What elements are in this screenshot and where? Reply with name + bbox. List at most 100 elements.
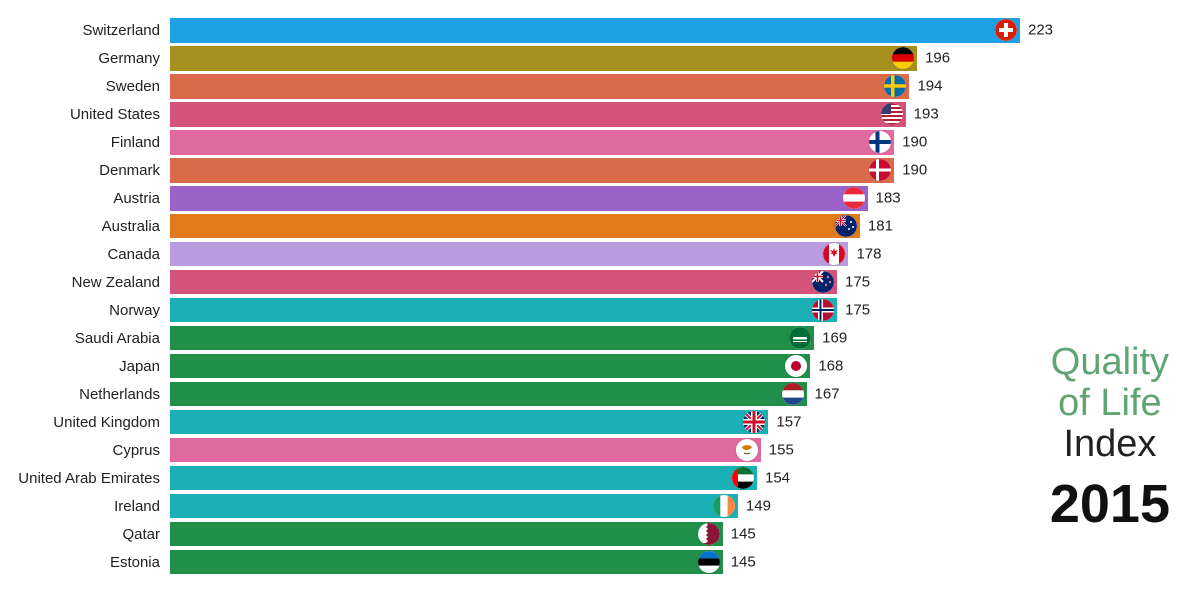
country-label: Norway	[0, 302, 170, 319]
bar-track: 223	[170, 18, 1020, 43]
flag-icon	[698, 551, 720, 573]
bar-value: 193	[914, 106, 939, 123]
bar-row: Sweden 194	[0, 74, 1200, 99]
bar-row: Canada 178	[0, 242, 1200, 267]
bar: 175	[170, 298, 837, 323]
bar: 194	[170, 74, 909, 99]
bar-value: 145	[731, 526, 756, 543]
flag-icon	[713, 495, 735, 517]
bar: 223	[170, 18, 1020, 43]
bar-row: Qatar 145	[0, 522, 1200, 547]
bar-track: 145	[170, 550, 1020, 575]
bar-row: Finland 190	[0, 130, 1200, 155]
bar-row: Cyprus 155	[0, 438, 1200, 463]
bar-row: Estonia 145	[0, 550, 1200, 575]
flag-icon	[995, 19, 1017, 41]
bar-value: 155	[769, 442, 794, 459]
country-label: Netherlands	[0, 386, 170, 403]
bar-track: 167	[170, 382, 1020, 407]
bar-row: United States 193	[0, 102, 1200, 127]
bar-row: Denmark 190	[0, 158, 1200, 183]
flag-icon	[843, 187, 865, 209]
flag-icon	[782, 383, 804, 405]
country-label: New Zealand	[0, 274, 170, 291]
bar-row: Germany 196	[0, 46, 1200, 71]
bar: 190	[170, 130, 894, 155]
bar: 145	[170, 522, 723, 547]
bar: 154	[170, 466, 757, 491]
country-label: Canada	[0, 246, 170, 263]
bar-row: United Kingdom 157	[0, 410, 1200, 435]
bar: 196	[170, 46, 917, 71]
bar-track: 190	[170, 158, 1020, 183]
flag-icon	[812, 299, 834, 321]
country-label: Australia	[0, 218, 170, 235]
country-label: Saudi Arabia	[0, 330, 170, 347]
bar-value: 154	[765, 470, 790, 487]
title-line-1: Quality	[1050, 342, 1170, 383]
bar-value: 181	[868, 218, 893, 235]
bar-track: 169	[170, 326, 1020, 351]
bar: 181	[170, 214, 860, 239]
bar-row: United Arab Emirates 154	[0, 466, 1200, 491]
bar-value: 168	[818, 358, 843, 375]
flag-icon	[884, 75, 906, 97]
bar-track: 193	[170, 102, 1020, 127]
flag-icon	[743, 411, 765, 433]
bar: 190	[170, 158, 894, 183]
bar-row: Norway 175	[0, 298, 1200, 323]
bar-track: 149	[170, 494, 1020, 519]
country-label: Qatar	[0, 526, 170, 543]
bar-track: 145	[170, 522, 1020, 547]
bar-value: 145	[731, 554, 756, 571]
bar-value: 190	[902, 162, 927, 179]
bar-track: 175	[170, 270, 1020, 295]
chart-container: Switzerland 223 Germany 196 Sweden 194 U…	[0, 0, 1200, 613]
bar-value: 178	[856, 246, 881, 263]
bar: 175	[170, 270, 837, 295]
title-line-3: Index	[1050, 424, 1170, 465]
bar-value: 175	[845, 274, 870, 291]
bar-row: Saudi Arabia 169	[0, 326, 1200, 351]
bar-track: 175	[170, 298, 1020, 323]
bar-row: Australia 181	[0, 214, 1200, 239]
country-label: Switzerland	[0, 22, 170, 39]
title-year: 2015	[1050, 475, 1170, 533]
flag-icon	[736, 439, 758, 461]
bar-value: 175	[845, 302, 870, 319]
flag-icon	[869, 131, 891, 153]
title-line-2: of Life	[1050, 383, 1170, 424]
bar-track: 154	[170, 466, 1020, 491]
bar-track: 194	[170, 74, 1020, 99]
bar: 169	[170, 326, 814, 351]
country-label: Denmark	[0, 162, 170, 179]
bar-track: 181	[170, 214, 1020, 239]
flag-icon	[823, 243, 845, 265]
country-label: United Kingdom	[0, 414, 170, 431]
bar-row: Ireland 149	[0, 494, 1200, 519]
country-label: Finland	[0, 134, 170, 151]
country-label: United Arab Emirates	[0, 470, 170, 487]
flag-icon	[812, 271, 834, 293]
bar: 149	[170, 494, 738, 519]
bar-row: Switzerland 223	[0, 18, 1200, 43]
country-label: United States	[0, 106, 170, 123]
flag-icon	[732, 467, 754, 489]
bar: 157	[170, 410, 768, 435]
bar: 193	[170, 102, 906, 127]
bar-track: 168	[170, 354, 1020, 379]
country-label: Ireland	[0, 498, 170, 515]
bar: 178	[170, 242, 848, 267]
bar-row: New Zealand 175	[0, 270, 1200, 295]
flag-icon	[869, 159, 891, 181]
flag-icon	[785, 355, 807, 377]
flag-icon	[835, 215, 857, 237]
country-label: Estonia	[0, 554, 170, 571]
country-label: Germany	[0, 50, 170, 67]
flag-icon	[698, 523, 720, 545]
country-label: Japan	[0, 358, 170, 375]
bar: 167	[170, 382, 807, 407]
flag-icon	[789, 327, 811, 349]
bar: 183	[170, 186, 868, 211]
bar-value: 169	[822, 330, 847, 347]
